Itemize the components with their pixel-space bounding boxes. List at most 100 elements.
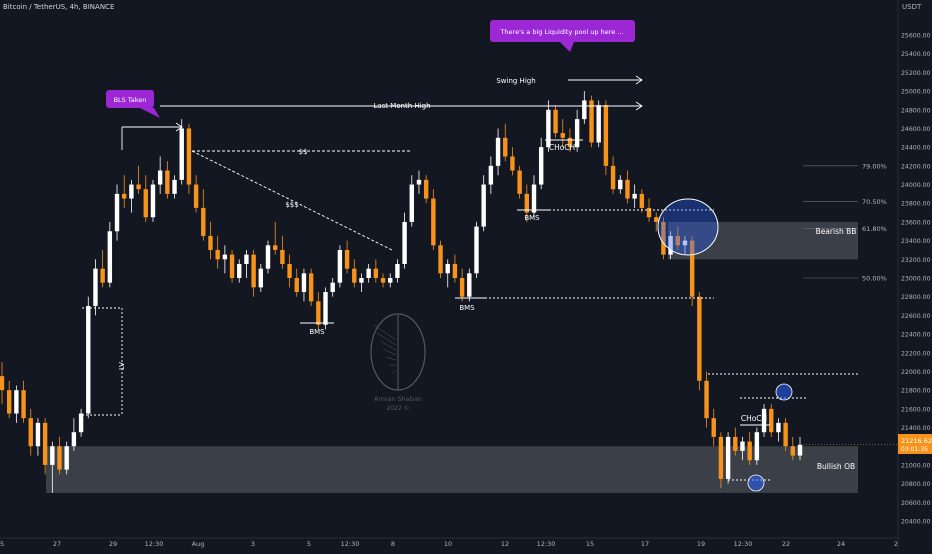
fib-label: 61.80% [862,225,887,233]
candle-body [459,278,465,297]
x-tick-label: 17 [641,540,649,548]
candle-body [280,249,285,264]
candle-body [567,137,573,148]
last-month-high-label: Last Month High [373,102,430,110]
candle-body [416,179,422,185]
candle [28,408,33,456]
candle-body [136,184,141,190]
candle [431,189,436,250]
candle-body [114,193,120,232]
candle-body [733,436,738,451]
x-tick-label: 10 [444,540,452,548]
candle [560,119,565,148]
candle-body [618,179,623,190]
candle-body [6,390,12,414]
candle [704,371,709,428]
candle [6,380,12,419]
candle [244,249,249,278]
candle [718,432,724,489]
arrow-head [635,75,643,85]
candle [352,259,357,288]
y-tick-label: 21600.00 [901,406,931,413]
candle [294,268,299,297]
candle-body [503,137,508,157]
candle [797,436,803,461]
candle [452,254,458,283]
candle [122,175,127,208]
candle [258,263,264,293]
price-tag-value: 21216.62 [901,437,932,445]
y-tick-label: 21400.00 [901,425,931,432]
candle-body [754,432,760,461]
watermark-logo: Arman Shaban 2022 © [370,313,426,412]
candle-body [682,240,688,246]
bls-taken-text: BLS Taken [114,96,147,104]
y-tick-label: 22600.00 [901,313,931,320]
candle-body [395,263,400,278]
candle-body [229,254,235,278]
y-tick-label: 20800.00 [901,481,931,488]
candle [237,259,242,283]
candle-body [776,422,781,433]
candle [495,128,501,176]
candle [21,380,26,423]
candle [625,170,630,204]
x-tick-label: Aug [192,540,205,548]
candle [359,273,364,293]
candle-body [646,207,652,218]
x-tick-label: 29 [109,540,117,548]
candle-body [215,249,220,260]
symbol-title[interactable]: Bitcoin / TetherUS, 4h, BINANCE [3,3,115,11]
candle-body [761,408,767,433]
y-tick-label: 20600.00 [901,500,931,507]
candle-body [359,278,364,283]
candle [488,156,494,194]
candle-body [402,221,407,264]
arrow-head [635,101,643,111]
candle [668,231,673,260]
candle-body [165,170,170,194]
candle [114,184,120,241]
candle [610,156,616,194]
candle [776,418,781,442]
x-tick-label: 8 [391,540,395,548]
candle-body [704,380,709,419]
candle-body [524,193,530,213]
candle-body [431,198,436,246]
candle [136,165,141,194]
candle [661,217,666,260]
candle-body [330,282,335,293]
candle [143,175,148,222]
y-tick-label: 22400.00 [901,332,931,339]
y-tick-label: 20400.00 [901,519,931,526]
dollars-label-3: $$$ [285,201,298,209]
candle-body [237,263,242,278]
candle-body [337,249,343,283]
candle-body [208,235,213,250]
candle-body [157,170,163,185]
candle-body [582,100,587,120]
y-tick-label: 21800.00 [901,388,931,395]
candle-body [78,413,84,433]
candle-body [129,184,134,199]
candle [459,268,465,302]
candle-body [654,217,659,222]
candle [409,175,414,227]
x-tick-label: 22 [782,540,790,548]
liquidity-text: There's a big Liquidity pool up here ... [499,28,623,36]
candle-body [531,184,537,213]
candle-body [689,240,695,297]
candle [57,436,62,475]
x-tick-label: 5 [0,540,4,548]
candle [129,179,134,213]
candle [366,263,371,283]
candle-body [366,268,371,278]
candle-body [697,296,702,381]
candle-body [287,263,292,278]
candle-body [344,249,350,269]
candle [517,165,522,199]
candle-body [589,100,594,143]
candle-body [481,184,486,227]
